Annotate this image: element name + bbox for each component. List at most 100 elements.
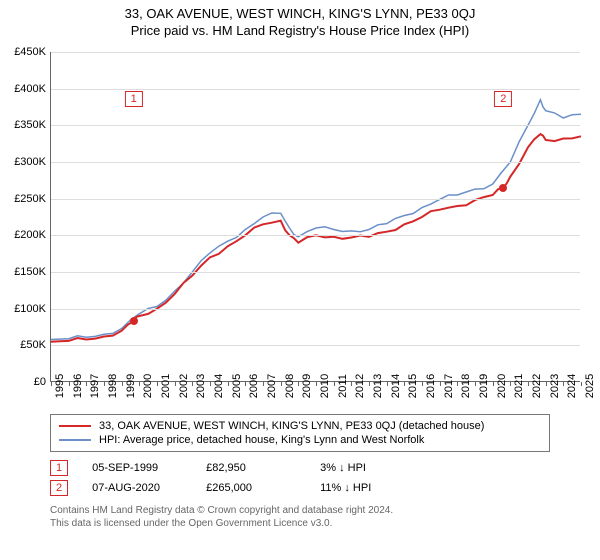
x-axis-label: 2001 [160,374,172,398]
legend-item: HPI: Average price, detached house, King… [59,433,541,447]
x-tick [157,382,158,386]
y-axis-label: £350K [14,119,46,131]
footer-line-2: This data is licensed under the Open Gov… [50,517,550,530]
x-axis-label: 2021 [513,374,525,398]
x-tick [563,382,564,386]
legend-item: 33, OAK AVENUE, WEST WINCH, KING'S LYNN,… [59,419,541,433]
x-tick [457,382,458,386]
legend-label: HPI: Average price, detached house, King… [99,434,424,446]
y-gridline [51,272,580,273]
x-axis-label: 2015 [407,374,419,398]
y-gridline [51,345,580,346]
x-tick [122,382,123,386]
y-axis-label: £200K [14,229,46,241]
sale-price: £265,000 [206,482,296,494]
legend-swatch [59,439,91,441]
footer-copyright: Contains HM Land Registry data © Crown c… [50,504,550,530]
y-gridline [51,199,580,200]
legend: 33, OAK AVENUE, WEST WINCH, KING'S LYNN,… [50,414,550,452]
x-axis-label: 2002 [178,374,190,398]
x-axis-label: 2020 [496,374,508,398]
x-axis-label: 2024 [566,374,578,398]
y-axis-label: £50K [20,339,46,351]
x-axis-label: 2022 [531,374,543,398]
x-tick [210,382,211,386]
x-axis-label: 2018 [460,374,472,398]
y-gridline [51,309,580,310]
x-tick [245,382,246,386]
x-axis-label: 1998 [107,374,119,398]
sale-diff: 11% ↓ HPI [320,482,410,494]
legend-label: 33, OAK AVENUE, WEST WINCH, KING'S LYNN,… [99,420,484,432]
x-tick [192,382,193,386]
x-axis-label: 2003 [195,374,207,398]
x-tick [316,382,317,386]
sale-index: 1 [50,460,68,476]
x-tick [139,382,140,386]
y-axis-label: £150K [14,266,46,278]
x-tick [493,382,494,386]
x-tick [263,382,264,386]
sale-row: 105-SEP-1999£82,9503% ↓ HPI [50,458,550,478]
x-tick [387,382,388,386]
x-axis-label: 1999 [125,374,137,398]
x-axis-label: 2023 [549,374,561,398]
x-tick [546,382,547,386]
x-axis-label: 2007 [266,374,278,398]
x-axis-label: 2025 [584,374,596,398]
x-axis-label: 2000 [142,374,154,398]
x-tick [351,382,352,386]
x-tick [510,382,511,386]
series-line [51,100,581,340]
y-gridline [51,125,580,126]
series-line [51,134,581,342]
x-tick [86,382,87,386]
sale-price: £82,950 [206,462,296,474]
x-tick [69,382,70,386]
x-axis-label: 1997 [89,374,101,398]
x-tick [298,382,299,386]
y-axis-label: £0 [34,376,46,388]
chart-subtitle: Price paid vs. HM Land Registry's House … [0,21,600,42]
y-gridline [51,52,580,53]
y-axis-label: £450K [14,46,46,58]
sale-index: 2 [50,480,68,496]
x-axis-label: 2008 [284,374,296,398]
x-tick [228,382,229,386]
sale-marker [499,184,507,192]
sale-row: 207-AUG-2020£265,00011% ↓ HPI [50,478,550,498]
x-tick [334,382,335,386]
x-axis-label: 1995 [54,374,66,398]
x-tick [440,382,441,386]
y-gridline [51,162,580,163]
x-tick [475,382,476,386]
plot-region: 12 [50,52,580,382]
y-axis-label: £250K [14,193,46,205]
y-axis-label: £300K [14,156,46,168]
y-axis-label: £100K [14,303,46,315]
x-tick [369,382,370,386]
sale-marker-index: 1 [125,91,143,107]
sale-marker-index: 2 [494,91,512,107]
x-axis-label: 2017 [443,374,455,398]
x-axis-label: 2004 [213,374,225,398]
x-tick [404,382,405,386]
chart-title: 33, OAK AVENUE, WEST WINCH, KING'S LYNN,… [0,0,600,21]
y-gridline [51,89,580,90]
sale-date: 05-SEP-1999 [92,462,182,474]
x-tick [581,382,582,386]
y-axis-label: £400K [14,83,46,95]
x-tick [51,382,52,386]
x-axis-label: 2019 [478,374,490,398]
x-axis-label: 2013 [372,374,384,398]
x-tick [528,382,529,386]
x-axis-label: 2005 [231,374,243,398]
x-axis-label: 2016 [425,374,437,398]
x-axis-label: 2011 [337,374,349,398]
footer-line-1: Contains HM Land Registry data © Crown c… [50,504,550,517]
x-tick [281,382,282,386]
x-axis-label: 2014 [390,374,402,398]
x-tick [104,382,105,386]
x-axis-label: 1996 [72,374,84,398]
sale-marker [130,317,138,325]
